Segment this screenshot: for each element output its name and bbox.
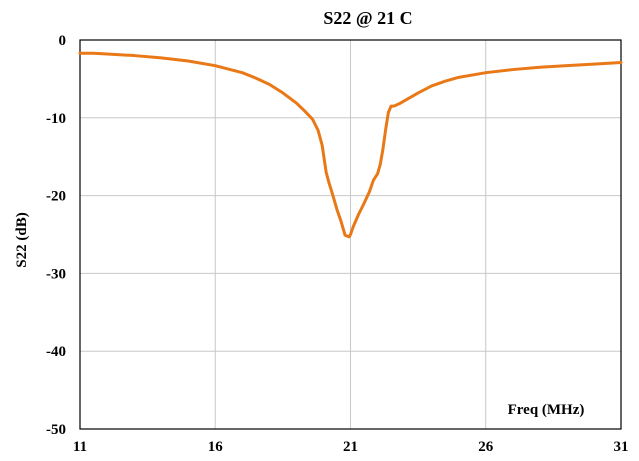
x-tick-label: 31 <box>614 439 629 455</box>
plot-frame <box>79 39 622 430</box>
x-tick-label: 16 <box>208 439 224 455</box>
y-tick-label: -50 <box>46 422 66 438</box>
x-tick-label: 21 <box>343 439 358 455</box>
y-tick-label: 0 <box>59 33 67 49</box>
y-tick-label: -10 <box>46 111 66 127</box>
y-axis-label: S22 (dB) <box>14 212 30 267</box>
tick-labels: 11 16 21 26 31 0 -10 -20 -30 -40 -50 <box>46 33 629 455</box>
y-tick-label: -40 <box>46 344 66 360</box>
y-tick-label: -20 <box>46 189 66 205</box>
chart-title: S22 @ 21 C <box>323 8 412 28</box>
y-tick-label: -30 <box>46 266 66 282</box>
x-tick-label: 11 <box>73 439 87 455</box>
x-axis-label: Freq (MHz) <box>508 402 585 418</box>
series-line <box>78 51 623 239</box>
x-tick-label: 26 <box>478 439 494 455</box>
grid <box>80 40 621 429</box>
